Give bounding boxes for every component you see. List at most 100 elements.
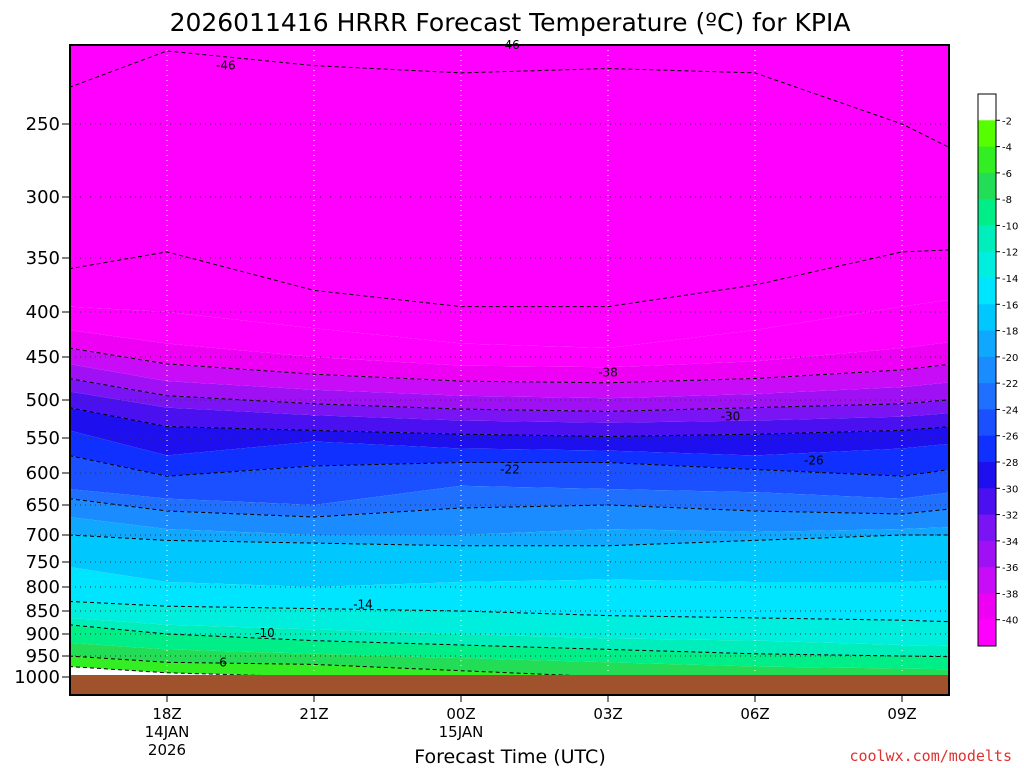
y-tick-label: 950 — [26, 646, 60, 667]
y-tick-label: 1000 — [14, 667, 60, 688]
colorbar-label: -12 — [1002, 248, 1018, 259]
ground-surface — [70, 675, 949, 695]
contour-line--10 — [70, 624, 949, 658]
colorbar-label: -34 — [1002, 537, 1018, 548]
colorbar-label: -32 — [1002, 511, 1018, 522]
x-tick-label: 00Z — [446, 705, 475, 723]
y-tick-label: 250 — [26, 114, 60, 135]
colorbar-swatch — [978, 435, 996, 463]
x-tick-date: 14JAN — [145, 723, 190, 741]
colorbar-swatch — [978, 409, 996, 437]
x-tick-date: 15JAN — [439, 723, 484, 741]
x-tick-label: 06Z — [740, 705, 769, 723]
colorbar-label: -24 — [1002, 405, 1018, 416]
x-tick-year: 2026 — [148, 741, 186, 759]
band--16 — [70, 535, 949, 587]
colorbar-swatch — [978, 120, 996, 148]
band--34 — [70, 364, 949, 412]
contour-label: -26 — [804, 453, 824, 467]
plot-border — [69, 44, 950, 696]
colorbar-swatch — [978, 146, 996, 174]
colorbar-frame — [977, 93, 997, 647]
contour-line--46 — [70, 50, 949, 148]
contour-labels: -46 -46 -38 -30 -26 -22 -14 -10 -6 — [215, 38, 824, 670]
colorbar-label: -18 — [1002, 327, 1018, 338]
plot-area — [70, 45, 949, 695]
colorbar-label: -28 — [1002, 458, 1018, 469]
contour-label: -6 — [215, 656, 227, 670]
colorbar-label: -6 — [1002, 169, 1012, 180]
band--38 — [70, 330, 949, 383]
colorbar-swatch — [978, 488, 996, 516]
y-tick-label: 550 — [26, 428, 60, 449]
colorbar-swatch — [978, 540, 996, 568]
colorbar-label: -40 — [1002, 616, 1018, 627]
contour-label: -46 — [216, 59, 236, 73]
colorbar-label: -30 — [1002, 484, 1018, 495]
colorbar-swatch — [978, 304, 996, 332]
colorbar-swatch — [978, 199, 996, 226]
contour-label: -22 — [500, 463, 520, 477]
colorbar-swatch — [978, 514, 996, 542]
colorbar-label: -14 — [1002, 274, 1018, 285]
y-tick-label: 350 — [26, 248, 60, 269]
band--22 — [70, 485, 949, 517]
contour-label: -10 — [255, 626, 275, 640]
colorbar-swatch — [978, 593, 996, 621]
credit-link[interactable]: coolwx.com/modelts — [849, 747, 1012, 765]
band--18 — [70, 517, 949, 546]
band-below-minus-40 — [70, 45, 949, 348]
colorbar-label: -26 — [1002, 432, 1018, 443]
y-tick-label: 450 — [26, 347, 60, 368]
colorbar-swatch — [978, 383, 996, 410]
colorbar-label: -36 — [1002, 563, 1018, 574]
band--30 — [70, 391, 949, 437]
chart-title: 2026011416 HRRR Forecast Temperature (ºC… — [170, 8, 851, 37]
y-tick-label: 800 — [26, 577, 60, 598]
y-axis: 2503003504004505005506006507007508008509… — [14, 114, 70, 688]
band--36 — [70, 348, 949, 399]
x-tick-label: 18Z — [152, 705, 181, 723]
contour-line--42 — [70, 249, 949, 308]
y-tick-label: 400 — [26, 302, 60, 323]
y-tick-label: 750 — [26, 552, 60, 573]
x-tick-label: 09Z — [887, 705, 916, 723]
band--8 — [70, 624, 949, 670]
y-tick-label: 500 — [26, 390, 60, 411]
colorbar-swatch — [978, 567, 996, 594]
contour-line--6 — [70, 655, 949, 682]
contour-label: -38 — [598, 365, 618, 379]
colorbar-swatch — [978, 172, 996, 200]
band--32 — [70, 378, 949, 423]
y-tick-label: 700 — [26, 525, 60, 546]
contour-line--14 — [70, 600, 949, 623]
y-tick-label: 650 — [26, 495, 60, 516]
colorbar-swatch — [978, 94, 996, 121]
colorbar-swatch — [978, 356, 996, 384]
contour-label: -46 — [500, 38, 520, 52]
colorbar-swatch — [978, 462, 996, 489]
temperature-bands — [70, 45, 949, 695]
colorbar-swatch — [978, 251, 996, 279]
y-tick-label: 300 — [26, 187, 60, 208]
contour-line--18 — [70, 534, 949, 547]
band--28 — [70, 407, 949, 456]
contour-label: -14 — [353, 597, 373, 611]
band--40 — [70, 299, 949, 368]
contour-label: -30 — [721, 410, 741, 424]
colorbar-swatch — [978, 330, 996, 358]
band--10 — [70, 617, 949, 657]
colorbar-label: -22 — [1002, 379, 1018, 390]
colorbar-label: -20 — [1002, 353, 1018, 364]
x-axis-label: Forecast Time (UTC) — [414, 746, 605, 768]
colorbar-swatch — [978, 278, 996, 305]
y-tick-label: 600 — [26, 463, 60, 484]
colorbar-swatch — [978, 619, 996, 647]
band--6 — [70, 642, 949, 682]
colorbar-label: -4 — [1002, 143, 1012, 154]
band--20 — [70, 498, 949, 535]
contour-line--2 — [70, 666, 949, 691]
x-tick-label: 03Z — [593, 705, 622, 723]
